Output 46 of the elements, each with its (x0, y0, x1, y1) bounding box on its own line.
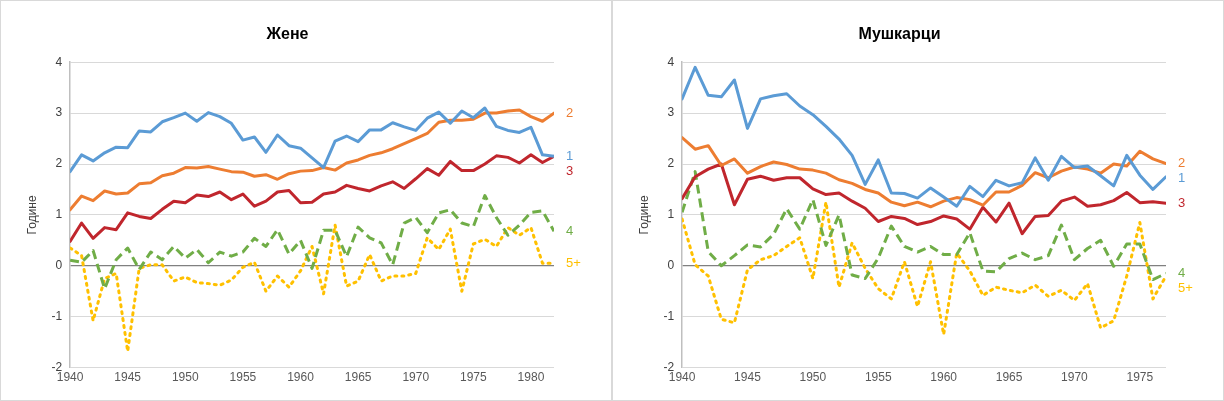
x-tick-label: 1970 (402, 370, 430, 385)
y-tick-label: -1 (51, 309, 63, 324)
line-series (682, 200, 1166, 337)
x-tick-label: 1950 (171, 370, 199, 385)
chart-title: Жене (265, 25, 309, 43)
line-series (70, 223, 554, 353)
x-tick-label: 1955 (864, 370, 892, 385)
x-tick-label: 1940 (56, 370, 84, 385)
y-tick-label: 1 (55, 207, 63, 222)
x-tick-label: 1960 (287, 370, 315, 385)
x-tick-label: 1965 (344, 370, 372, 385)
x-tick-label: 1970 (1061, 370, 1089, 385)
x-tick-label: 1960 (930, 370, 958, 385)
series-label: 5+ (1178, 280, 1193, 296)
x-tick-label: 1980 (517, 370, 545, 385)
y-axis-title: Године (24, 195, 39, 235)
series-label: 3 (566, 162, 574, 178)
y-tick-label: -1 (663, 309, 675, 324)
x-tick-label: 1945 (114, 370, 142, 385)
series-label: 2 (1178, 155, 1186, 171)
x-tick-label: 1950 (799, 370, 827, 385)
y-tick-label: 2 (667, 156, 675, 171)
x-tick-label: 1940 (668, 370, 696, 385)
chart-title: Мушкарци (858, 25, 941, 43)
series-label: 1 (566, 147, 574, 163)
series-label: 4 (1178, 265, 1186, 281)
y-tick-label: 3 (667, 105, 675, 120)
y-tick-label: 2 (55, 156, 63, 171)
series-label: 4 (566, 222, 574, 238)
x-tick-label: 1975 (459, 370, 488, 385)
x-tick-label: 1975 (1126, 370, 1154, 385)
y-tick-label: 1 (667, 207, 675, 222)
x-tick-label: 1945 (734, 370, 762, 385)
series-label: 5+ (566, 254, 581, 270)
series-label: 2 (566, 104, 574, 120)
y-tick-label: 0 (667, 258, 675, 273)
y-tick-label: 3 (55, 105, 63, 120)
x-tick-label: 1955 (229, 370, 257, 385)
series-label: 1 (1178, 170, 1186, 186)
y-tick-label: 0 (55, 258, 63, 273)
line-series (682, 170, 1166, 282)
series-label: 3 (1178, 194, 1186, 210)
y-axis-title: Године (636, 195, 651, 235)
y-tick-label: 4 (667, 54, 675, 69)
y-tick-label: 4 (55, 54, 63, 69)
x-tick-label: 1965 (995, 370, 1023, 385)
